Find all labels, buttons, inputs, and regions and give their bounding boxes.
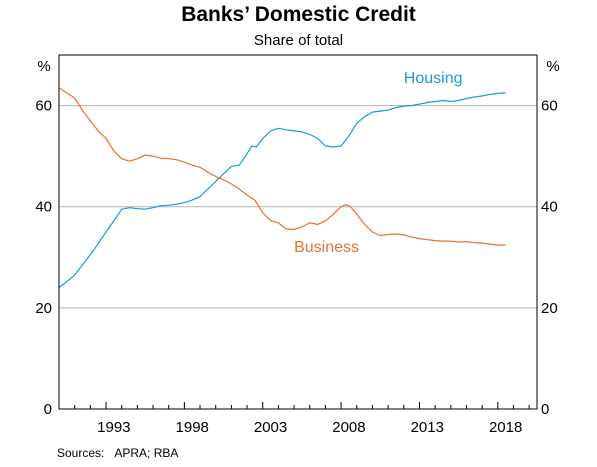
x-tick-label: 2018 [489,419,522,436]
x-tick-label: 2008 [332,419,365,436]
y-axis-unit-left: % [37,58,50,75]
x-tick-label: 1993 [97,419,130,436]
y-tick-label-left: 0 [44,401,52,418]
y-tick-label-right: 60 [541,98,558,115]
chart-subtitle: Share of total [253,32,344,49]
y-axis-unit-right: % [546,58,559,75]
source-note: Sources: APRA; RBA [57,446,178,460]
y-tick-label-left: 40 [35,199,52,216]
series-labels: Housing Business [294,70,462,256]
y-tick-label-right: 40 [541,199,558,216]
y-tick-label-left: 60 [35,98,52,115]
series-label-business: Business [294,239,359,256]
x-tick-label: 2003 [254,419,287,436]
plot-frame [58,54,538,410]
series-lines [58,87,506,289]
series-line-business [58,87,506,246]
gridlines [59,105,537,309]
y-tick-label-left: 20 [35,300,52,317]
source-label: Sources: [57,446,105,460]
x-tick-label: 2013 [411,419,444,436]
y-tick-label-right: 0 [541,401,549,418]
source-text: APRA; RBA [114,446,179,460]
series-label-housing: Housing [404,70,463,87]
y-tick-label-right: 20 [541,300,558,317]
x-tick-label: 1998 [176,419,209,436]
chart-title: Banks’ Domestic Credit [181,3,416,26]
series-line-housing [58,92,506,289]
axis-ticks: 0 0 20 20 40 40 60 60 1993 1998 2003 2008 2013 2018 [35,98,557,436]
